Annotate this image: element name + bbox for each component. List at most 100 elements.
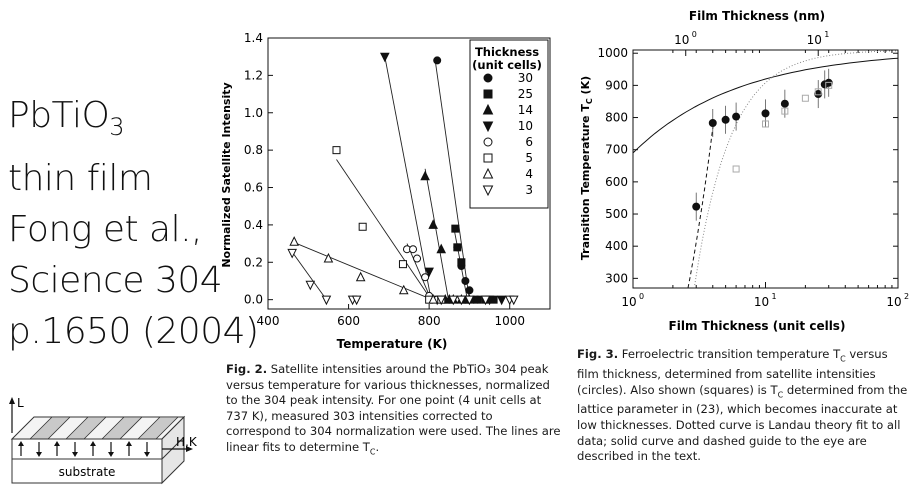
polarization-up-arrowhead (90, 441, 96, 446)
polarization-arrows (18, 441, 150, 457)
fig2-caption-label: Fig. 2. (226, 362, 268, 376)
fig2-chart: 400 600 800 1000 0.0 0.2 0.4 0.6 0.8 1.0 1.2 1.4 Te… (220, 31, 551, 351)
fig3-caption-label: Fig. 3. (577, 347, 619, 361)
fig3-ytick-label: 400 (605, 239, 628, 253)
legend-entry-label: 14 (518, 103, 533, 117)
fig2-data-point (456, 295, 467, 306)
fig2-data-point (428, 294, 438, 304)
fig2-ytick-label: 0.6 (244, 181, 263, 195)
polarization-down-arrowhead (144, 452, 150, 457)
fig2-fit-line (384, 56, 432, 300)
fig2-ytick-label: 0.0 (244, 293, 263, 307)
fig2-data-point (461, 276, 470, 285)
axis-l-label: L (17, 396, 24, 410)
fig2-data-point (451, 224, 460, 233)
fig3-circle-point (721, 115, 730, 124)
fig2-ytick-label: 1.2 (244, 68, 263, 82)
fig3-xtick-exponent: 2 (904, 292, 909, 301)
fig2-caption-sub: C (369, 447, 376, 457)
legend-marker (483, 89, 493, 99)
title-line-film: thin film (8, 158, 153, 200)
fig2-xtick-label: 400 (257, 314, 280, 328)
fig2-ytick-label: 1.4 (244, 31, 263, 45)
axis-hk-label: H,K (176, 435, 198, 449)
fig3-circle-point (692, 202, 701, 211)
fig2-fit-line (406, 243, 432, 300)
fig3-circle-point (708, 119, 717, 128)
polarization-down-arrowhead (108, 452, 114, 457)
fig3-caption: Fig. 3. Ferroelectric transition tempera… (577, 347, 908, 464)
fig2-data-point (287, 248, 297, 259)
fig3-ytick-label: 1000 (597, 46, 628, 60)
fig2-data-point (433, 56, 442, 65)
fig3-square-point (801, 94, 809, 102)
polarization-down-arrowhead (72, 452, 78, 457)
fig2-data-point (358, 222, 367, 231)
slide-title: PbTiO3 thin film Fong et al., Science 30… (8, 90, 259, 357)
fig3-ylabel: Transition Temperature TC (K) (579, 76, 594, 260)
fig3-circle-point (780, 99, 789, 108)
fig2-legend-box (469, 39, 549, 209)
fig3-xtick-exponent: 1 (772, 292, 777, 301)
fig3-top-xtick-exponent: 1 (824, 30, 829, 39)
fig3-dotted-landau-curve (693, 50, 898, 289)
fig2-fit-line (424, 168, 449, 300)
fig2-xtick-label: 600 (337, 314, 360, 328)
fig2-xtick-label: 800 (418, 314, 441, 328)
fig3-circle-point (814, 90, 823, 99)
legend-entry-label: 10 (518, 119, 533, 133)
fig2-data-point (355, 271, 366, 282)
fig3-ytick-label: 900 (605, 78, 628, 92)
fig3-top-xtick-exponent: 0 (692, 30, 697, 39)
fig2-data-point (496, 295, 507, 306)
legend-title-line2: (unit cells) (472, 58, 542, 72)
fig2-ytick-label: 0.4 (244, 218, 263, 232)
fig2-data-point (480, 295, 491, 306)
polarization-up-arrowhead (18, 441, 24, 446)
title-line-authors: Fong et al., (8, 209, 202, 251)
fig2-data-point (332, 146, 341, 155)
fig3-plot-frame (632, 49, 899, 289)
fig2-data-point (398, 284, 409, 295)
fig2-data-point (305, 280, 316, 291)
fig2-fit-line (336, 159, 432, 300)
legend-marker (482, 103, 494, 115)
fig2-fit-line (289, 248, 327, 300)
fig2-xlabel: Temperature (K) (337, 337, 448, 351)
fig2-data-point (473, 295, 482, 304)
legend-entry-label: 25 (518, 87, 533, 101)
fig3-ytick-label: 700 (605, 143, 628, 157)
fig2-data-point (380, 52, 390, 63)
fig3-xtick-exponent: 0 (639, 292, 644, 301)
fig2-caption-end: . (375, 439, 380, 454)
fig2-fit-line (291, 241, 433, 301)
legend-entry-label: 5 (525, 151, 533, 165)
fig2-data-point (398, 260, 407, 269)
fig3-xtick-label: 10 (754, 295, 769, 309)
fig3-solid-curve (632, 57, 899, 154)
fig2-data-point (436, 243, 447, 254)
fig2-plot-frame (267, 37, 551, 310)
fig2-data-point (453, 243, 462, 252)
legend-marker (483, 153, 493, 163)
schematic-domain-stripes (29, 416, 179, 440)
legend-entry-label: 4 (525, 167, 533, 181)
legend-entry-label: 30 (518, 71, 533, 85)
fig2-data-point (457, 258, 466, 267)
legend-title-line1: Thickness (475, 45, 539, 59)
fig2-data-point (465, 286, 474, 295)
fig2-data-point (351, 295, 362, 306)
fig2-xtick-label: 1000 (494, 314, 525, 328)
fig2-data-point (421, 273, 430, 282)
fig2-data-point (321, 295, 332, 306)
legend-marker (482, 121, 494, 133)
legend-marker (483, 137, 493, 147)
polarization-up-arrowhead (126, 441, 132, 446)
fig2-ytick-label: 1.0 (244, 106, 263, 120)
polarization-up-arrowhead (54, 441, 60, 446)
fig3-square-point (732, 165, 740, 173)
fig3-square-point (814, 88, 822, 96)
fig2-ylabel: Normalized Satellite Intensity (220, 82, 233, 267)
fig2-legend: Thickness(unit cells)30 25 14 10 6 5 4 3 (469, 39, 549, 209)
legend-marker (482, 185, 494, 197)
